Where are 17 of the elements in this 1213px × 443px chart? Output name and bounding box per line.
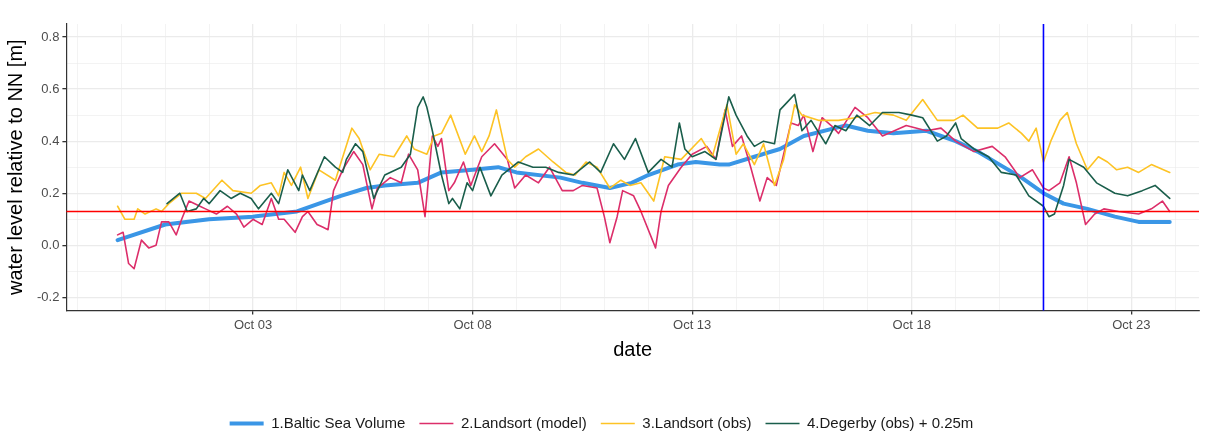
y-tick-label: 0.6	[41, 80, 60, 96]
y-tick-label: 0.4	[41, 132, 60, 148]
y-tick-label: 0.2	[41, 184, 60, 200]
x-tick-label: Oct 23	[1112, 316, 1151, 332]
x-tick-label: Oct 18	[892, 316, 931, 332]
y-tick-label: 0.0	[41, 236, 60, 252]
y-tick-label: -0.2	[36, 288, 60, 304]
x-tick-label: Oct 08	[453, 316, 492, 332]
y-tick-label: 0.8	[41, 28, 60, 44]
legend-label: 1.Baltic Sea Volume	[271, 413, 406, 431]
legend-label: 2.Landsort (model)	[460, 413, 587, 431]
y-axis-title: water level relative to NN [m]	[3, 39, 26, 297]
legend-label: 4.Degerby (obs) + 0.25m	[807, 413, 974, 431]
x-tick-label: Oct 03	[233, 316, 273, 332]
x-tick-label: Oct 13	[673, 316, 712, 332]
legend-label: 3.Landsort (obs)	[642, 413, 752, 431]
x-axis-title: date	[613, 337, 653, 360]
